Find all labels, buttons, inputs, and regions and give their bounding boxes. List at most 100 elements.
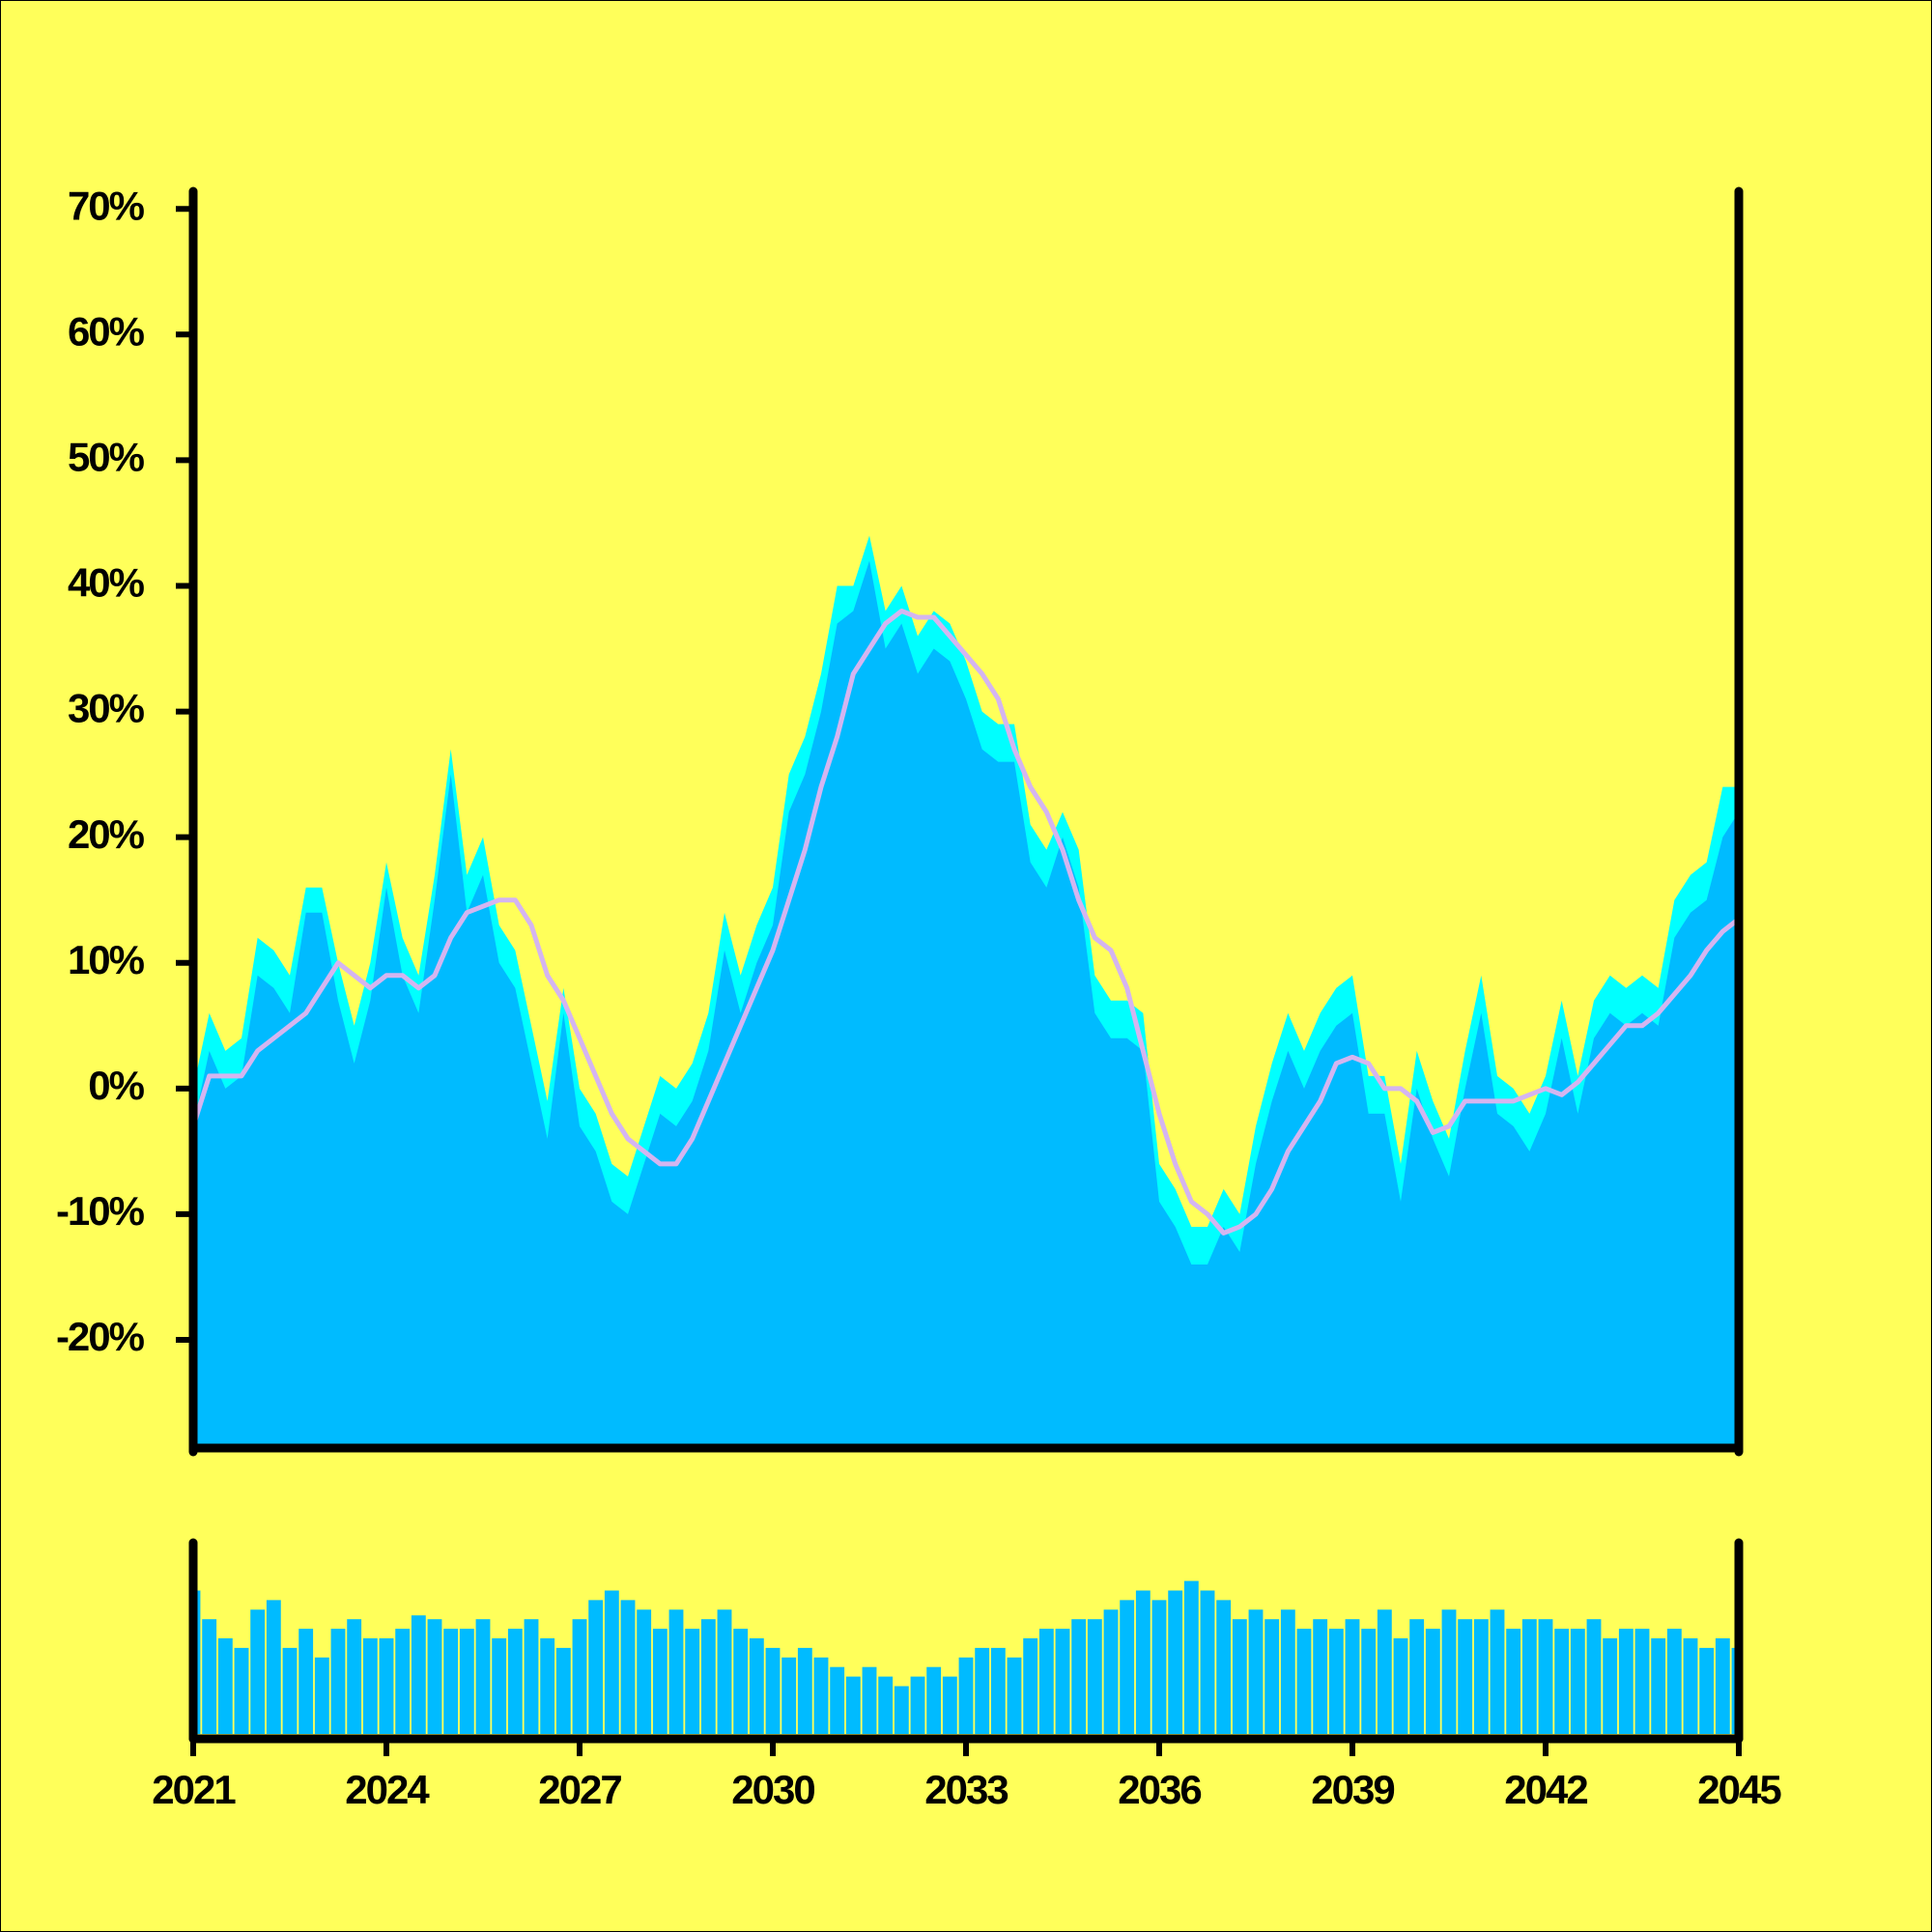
volume-bar: [1038, 1629, 1054, 1734]
volume-bar: [507, 1629, 523, 1734]
x-tick-label: 2030: [731, 1767, 814, 1812]
volume-bar: [1586, 1619, 1602, 1734]
volume-bar: [733, 1629, 749, 1734]
volume-bar: [813, 1657, 829, 1734]
volume-bar: [1120, 1600, 1135, 1734]
volume-bar: [830, 1666, 845, 1734]
volume-bar: [1521, 1619, 1537, 1734]
volume-bar: [765, 1647, 781, 1734]
volume-bar: [1151, 1600, 1167, 1734]
volume-bar: [314, 1657, 329, 1734]
volume-bar: [1087, 1619, 1102, 1734]
volume-bar: [443, 1629, 459, 1734]
volume-bar: [1055, 1629, 1070, 1734]
volume-bar: [1071, 1619, 1087, 1734]
volume-bar: [975, 1647, 990, 1734]
area: [193, 560, 1739, 1444]
volume-bar: [1393, 1638, 1408, 1734]
y-tick-label: 30%: [68, 686, 145, 731]
volume-bar: [1103, 1609, 1119, 1734]
x-tick-label: 2036: [1118, 1767, 1201, 1812]
volume-bar: [379, 1638, 394, 1734]
volume-bar: [1699, 1647, 1715, 1734]
x-tick-label: 2033: [924, 1767, 1008, 1812]
y-tick-label: 10%: [68, 937, 145, 982]
volume-bar: [878, 1676, 894, 1734]
volume-bar: [250, 1609, 266, 1734]
volume-bar: [266, 1600, 281, 1734]
volume-bar: [926, 1666, 942, 1734]
volume-bar: [282, 1647, 298, 1734]
volume-bar: [652, 1629, 668, 1734]
volume-bar: [217, 1638, 233, 1734]
volume-bar: [459, 1629, 474, 1734]
volume-bar: [1570, 1629, 1585, 1734]
plot-area: [190, 535, 1741, 1734]
volume-bar: [1473, 1619, 1489, 1734]
volume-bar: [604, 1590, 619, 1734]
volume-bar: [1490, 1609, 1505, 1734]
volume-bar: [1603, 1638, 1618, 1734]
volume-bar: [1264, 1619, 1280, 1734]
volume-bar: [637, 1609, 652, 1734]
volume-bar: [395, 1629, 411, 1734]
y-tick-label: 20%: [68, 811, 145, 857]
volume-bar: [540, 1638, 555, 1734]
volume-bar: [749, 1638, 764, 1734]
volume-bar: [298, 1629, 314, 1734]
x-tick-label: 2027: [538, 1767, 621, 1812]
y-tick-label: 40%: [68, 560, 145, 606]
volume-bar: [862, 1666, 877, 1734]
volume-bar: [411, 1615, 426, 1734]
volume-bar: [942, 1676, 957, 1734]
volume-bar: [524, 1619, 539, 1734]
volume-bar: [1458, 1619, 1473, 1734]
volume-bar: [1232, 1619, 1247, 1734]
volume-bar: [234, 1647, 249, 1734]
volume-bar: [700, 1619, 716, 1734]
volume-bar: [717, 1609, 732, 1734]
volume-bar: [1618, 1629, 1634, 1734]
volume-bar: [1168, 1590, 1183, 1734]
volume-bar: [1200, 1590, 1215, 1734]
axes: -20% -10% 0% 10% 20% 30% 40% 50% 60% 70% 2021 2024 2…: [56, 183, 1783, 1812]
moving-average-line: [190, 609, 1741, 1236]
volume-bar: [1313, 1619, 1328, 1734]
volume-bar: [1007, 1657, 1022, 1734]
volume-bar: [797, 1647, 812, 1734]
volume-bar: [1538, 1619, 1553, 1734]
volume-bar: [1135, 1590, 1151, 1734]
volume-bar: [845, 1676, 861, 1734]
volume-bar: [1023, 1638, 1038, 1734]
volume-bar: [990, 1647, 1006, 1734]
volume-bar: [1715, 1638, 1730, 1734]
volume-bar: [1651, 1638, 1666, 1734]
y-tick-label: 0%: [88, 1063, 144, 1108]
y-tick-label: -20%: [56, 1314, 145, 1359]
volume-bar: [202, 1619, 217, 1734]
x-tick-label: 2045: [1697, 1767, 1781, 1812]
volume-bar: [1377, 1609, 1392, 1734]
volume-bar: [572, 1619, 587, 1734]
volume-bar: [1683, 1638, 1698, 1734]
volume-bar: [1554, 1629, 1570, 1734]
x-tick-label: 2039: [1311, 1767, 1394, 1812]
volume-bar: [1361, 1629, 1377, 1734]
volume-bar: [555, 1647, 571, 1734]
volume-bar: [1409, 1619, 1425, 1734]
volume-bar: [475, 1619, 491, 1734]
volume-bar: [427, 1619, 442, 1734]
volume-bar: [910, 1676, 925, 1734]
volume-bar: [347, 1619, 362, 1734]
volume-bar: [1666, 1629, 1682, 1734]
volume-bar: [958, 1657, 974, 1734]
volume-bar: [1280, 1609, 1295, 1734]
y-tick-label: 70%: [68, 183, 145, 228]
y-tick-label: 60%: [68, 308, 145, 354]
volume-bar: [668, 1609, 684, 1734]
y-tick-label: 50%: [68, 434, 145, 479]
volume-bar: [894, 1686, 909, 1734]
y-tick-label: -10%: [56, 1188, 145, 1234]
